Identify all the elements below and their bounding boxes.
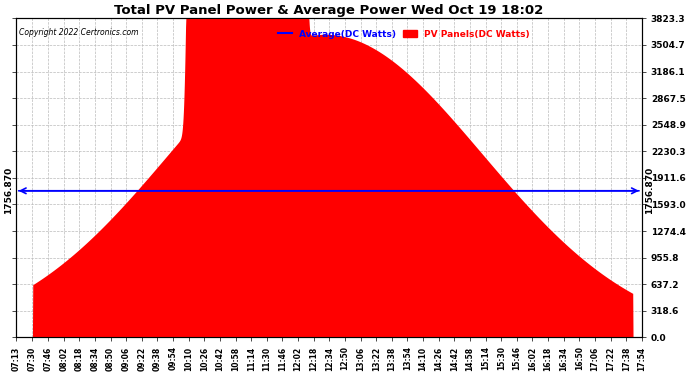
Text: 1756.870: 1756.870: [645, 167, 654, 214]
Text: 1756.870: 1756.870: [3, 167, 12, 214]
Text: Copyright 2022 Certronics.com: Copyright 2022 Certronics.com: [19, 28, 139, 37]
Title: Total PV Panel Power & Average Power Wed Oct 19 18:02: Total PV Panel Power & Average Power Wed…: [115, 4, 544, 17]
Legend: Average(DC Watts), PV Panels(DC Watts): Average(DC Watts), PV Panels(DC Watts): [275, 26, 533, 42]
